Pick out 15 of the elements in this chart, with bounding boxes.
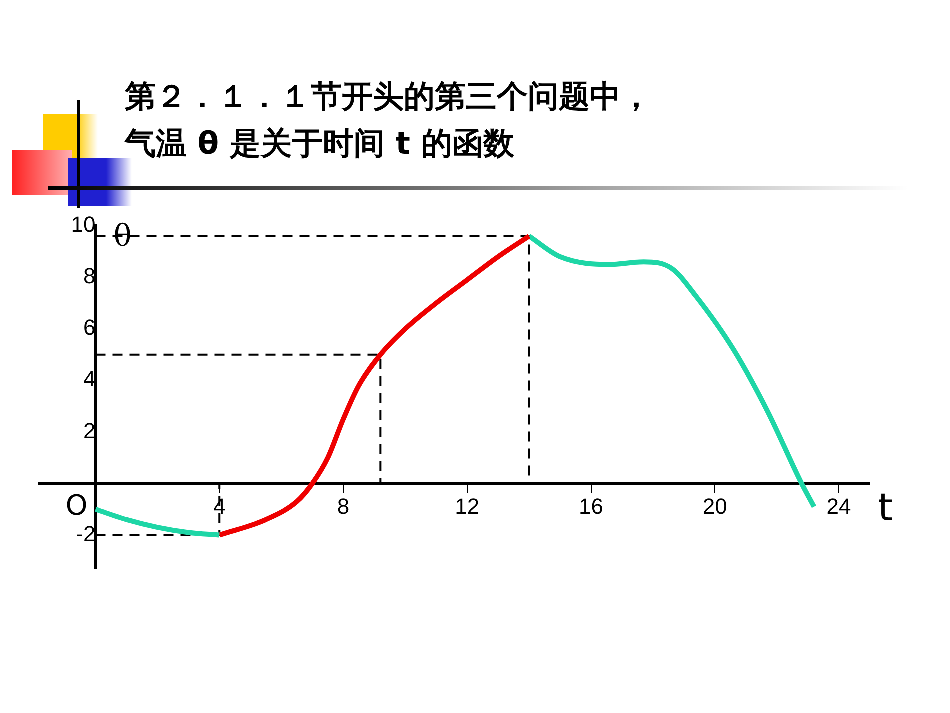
y-tick-label: 4 [83,366,96,392]
x-tick-label: 8 [337,494,350,520]
x-tick-label: 20 [702,494,728,520]
x-tick-label: 24 [826,494,852,520]
y-tick-label: 10 [71,212,96,238]
chart-title: 第２．１．１节开头的第三个问题中，气温 θ 是关于时间 t 的函数 [125,78,653,164]
annotation: O [66,489,88,522]
x-tick-label: 12 [455,494,480,520]
y-tick-label: 8 [83,264,96,289]
y-tick-label: -2 [76,521,96,546]
x-axis-title: t [878,486,893,530]
y-axis-title: θ [114,218,132,254]
x-tick-label: 16 [579,494,604,520]
y-tick-label: 2 [83,418,96,444]
y-tick-label: 6 [83,315,96,340]
